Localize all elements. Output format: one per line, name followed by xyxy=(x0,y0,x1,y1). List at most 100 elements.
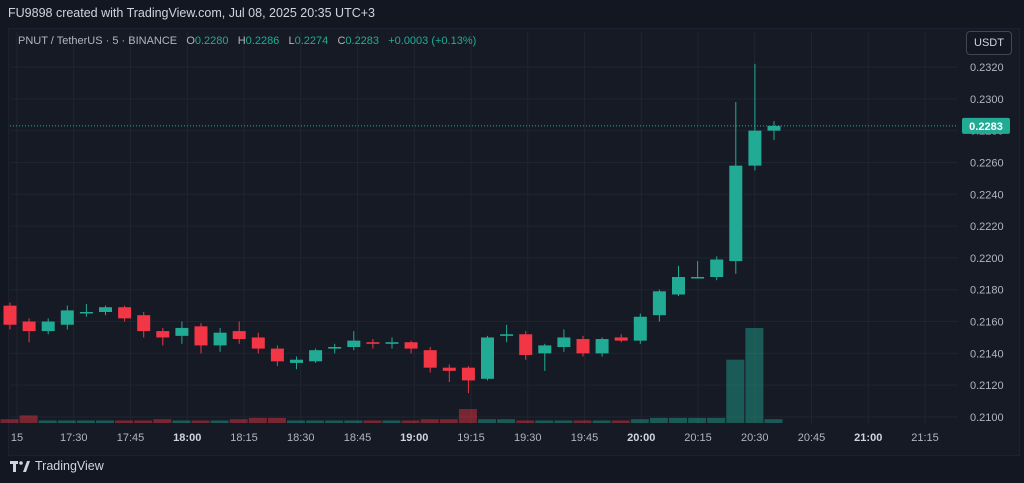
volume-bar xyxy=(688,417,707,423)
volume-bar xyxy=(630,419,649,423)
y-tick-label: 0.2220 xyxy=(970,221,1004,233)
candle-body xyxy=(423,350,437,368)
candle-body xyxy=(404,342,418,349)
volume-bar xyxy=(439,419,458,423)
x-tick-label: 18:30 xyxy=(287,432,315,444)
x-tick-label: 20:00 xyxy=(627,432,655,444)
volume-bar xyxy=(76,420,95,423)
candle-body xyxy=(194,326,208,346)
volume-bar xyxy=(172,420,191,423)
volume-bar xyxy=(669,417,687,423)
x-tick-label: 20:15 xyxy=(684,432,712,444)
volume-bar xyxy=(344,420,363,423)
volume-bar xyxy=(764,419,783,423)
candle-body xyxy=(614,337,628,341)
x-tick-label: 18:45 xyxy=(344,432,372,444)
volume-bar xyxy=(573,420,592,423)
candle-body xyxy=(672,277,685,295)
high-label: H xyxy=(237,35,246,47)
candle-body xyxy=(79,312,93,314)
volume-bar xyxy=(592,420,611,423)
volume-bar xyxy=(420,419,439,423)
volume-bar xyxy=(325,420,344,423)
x-tick-label: 19:00 xyxy=(400,432,428,444)
y-tick-label: 0.2120 xyxy=(970,380,1004,392)
candle-body xyxy=(22,321,36,332)
low-label: L xyxy=(288,35,295,47)
high-value: 0.2286 xyxy=(245,35,280,47)
y-tick-label: 0.2100 xyxy=(970,412,1004,424)
y-tick-label: 0.2300 xyxy=(970,94,1004,106)
candle-body xyxy=(748,130,762,166)
candle-body xyxy=(576,339,590,354)
x-tick-label: 18:15 xyxy=(230,432,258,444)
candle-body xyxy=(442,367,456,371)
volume-bar xyxy=(363,420,382,423)
candle-body xyxy=(652,291,666,316)
close-label: C xyxy=(337,35,346,47)
x-tick-label: 21:15 xyxy=(911,432,939,444)
candle-body xyxy=(633,316,647,341)
x-tick-label: 21:00 xyxy=(854,432,882,444)
y-tick-label: 0.2260 xyxy=(970,157,1004,169)
last-price-label: 0.2283 xyxy=(969,121,1003,133)
tradingview-logo-icon xyxy=(10,460,30,472)
volume-bar xyxy=(191,420,210,423)
candle-body xyxy=(691,277,705,279)
volume-bar xyxy=(611,420,630,423)
volume-bar xyxy=(497,419,516,423)
volume-bar xyxy=(649,417,668,423)
volume-bar xyxy=(401,420,420,423)
candle-body xyxy=(710,259,724,277)
volume-bar xyxy=(229,419,248,423)
candle-body xyxy=(461,367,475,381)
ohlc-legend: PNUT / TetherUS · 5 · BINANCE O0.2280 H0… xyxy=(18,35,476,47)
volume-bar xyxy=(554,420,573,423)
symbol-label[interactable]: PNUT / TetherUS · 5 · BINANCE xyxy=(18,35,178,47)
candle-body xyxy=(595,339,609,354)
volume-bar xyxy=(38,420,57,423)
x-tick-label: 17:45 xyxy=(117,432,145,444)
volume-bar xyxy=(516,420,535,423)
change-value: +0.0003 (+0.13%) xyxy=(388,35,477,47)
currency-unit-button[interactable]: USDT xyxy=(966,31,1012,55)
candle-body xyxy=(270,348,284,362)
volume-bar xyxy=(726,359,745,423)
volume-bar xyxy=(134,420,153,423)
candle-body xyxy=(3,305,17,325)
candle-body xyxy=(251,337,265,349)
y-tick-label: 0.2320 xyxy=(970,62,1004,74)
candle-body xyxy=(767,125,781,131)
y-tick-label: 0.2240 xyxy=(970,189,1004,201)
chart-pane[interactable] xyxy=(8,28,1020,456)
candle-body xyxy=(213,332,227,346)
low-value: 0.2274 xyxy=(294,35,329,47)
candle-body xyxy=(137,315,151,332)
y-tick-label: 0.2180 xyxy=(970,285,1004,297)
y-tick-label: 0.2160 xyxy=(970,317,1004,329)
candle-body xyxy=(41,321,55,332)
volume-bar xyxy=(19,415,38,423)
candle-body xyxy=(309,350,323,362)
x-tick-label: 17:30 xyxy=(60,432,88,444)
volume-bar xyxy=(57,420,76,423)
candle-body xyxy=(519,334,533,355)
candle-body xyxy=(156,331,170,338)
last-price-badge xyxy=(962,117,1010,134)
volume-bar xyxy=(478,419,496,423)
candle-body xyxy=(328,347,342,349)
volume-bar xyxy=(267,417,286,423)
x-tick-label: 19:30 xyxy=(514,432,542,444)
tradingview-logo-text: TradingView xyxy=(35,459,104,473)
volume-bar xyxy=(248,417,267,423)
close-value: 0.2283 xyxy=(345,35,380,47)
volume-bar xyxy=(707,417,726,423)
volume-bar xyxy=(306,420,325,423)
volume-bar xyxy=(535,420,554,423)
candle-body xyxy=(60,310,74,325)
y-tick-label: 0.2140 xyxy=(970,348,1004,360)
volume-bar xyxy=(96,420,114,423)
tradingview-logo[interactable]: TradingView xyxy=(10,459,104,473)
x-tick-label: 19:45 xyxy=(571,432,599,444)
